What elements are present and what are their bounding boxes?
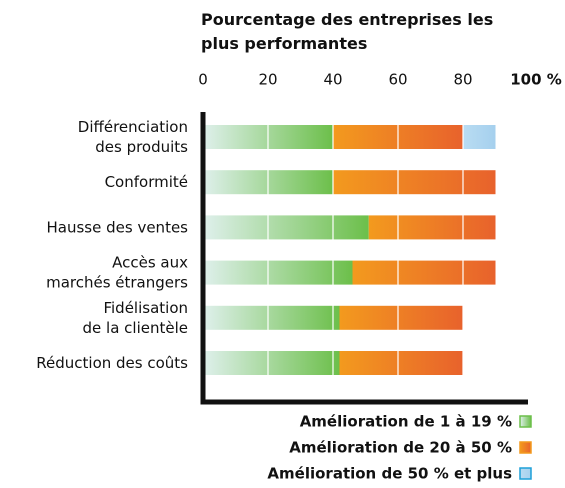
x-tick-label: 0 [198, 71, 208, 89]
legend-swatch [519, 415, 532, 428]
legend-label: Amélioration de 20 à 50 % [289, 439, 512, 457]
bar-segment [203, 305, 340, 330]
x-tick-label: 80 [453, 71, 472, 89]
bar-segment [352, 260, 496, 285]
y-tick-label-line: Réduction des coûts [36, 354, 188, 372]
x-tick-label: 60 [388, 71, 407, 89]
bar-segment [333, 170, 496, 195]
legend-swatch [519, 467, 532, 480]
bar-segment [203, 260, 353, 285]
chart-title: Pourcentage des entreprises les plus per… [201, 10, 494, 53]
y-tick-label: Réduction des coûts [36, 354, 188, 372]
bar-segment [203, 351, 340, 375]
bar-segment [203, 215, 369, 240]
legend-swatch [519, 441, 532, 454]
axis-frame [200, 112, 528, 405]
y-tick-label-line: Différenciation [78, 118, 188, 136]
bar-segment [339, 305, 463, 330]
y-tick-label-line: marchés étrangers [46, 273, 188, 291]
y-tick-label: Différenciation des produits [78, 118, 188, 156]
y-tick-label: Fidélisation de la clientèle [83, 298, 188, 336]
bar-segment [463, 125, 496, 149]
y-tick-label: Conformité [105, 173, 188, 191]
y-tick-label-line: Hausse des ventes [47, 218, 189, 236]
y-tick-label-line: Conformité [105, 173, 188, 191]
bar-segment [339, 351, 463, 375]
x-tick-label: 100 % [510, 71, 562, 89]
y-tick-label-line: Accès aux [112, 253, 188, 271]
legend-label: Amélioration de 50 % et plus [267, 465, 512, 483]
y-tick-label: Hausse des ventes [47, 218, 189, 236]
legend-label: Amélioration de 1 à 19 % [300, 413, 512, 431]
y-tick-label: Accès aux marchés étrangers [46, 253, 188, 291]
y-tick-label-line: des produits [95, 138, 188, 156]
x-tick-label: 40 [323, 71, 342, 89]
x-tick-label: 20 [258, 71, 277, 89]
bar-segment [368, 215, 496, 240]
y-tick-label-line: Fidélisation [103, 298, 188, 316]
y-tick-label-line: de la clientèle [83, 318, 188, 336]
